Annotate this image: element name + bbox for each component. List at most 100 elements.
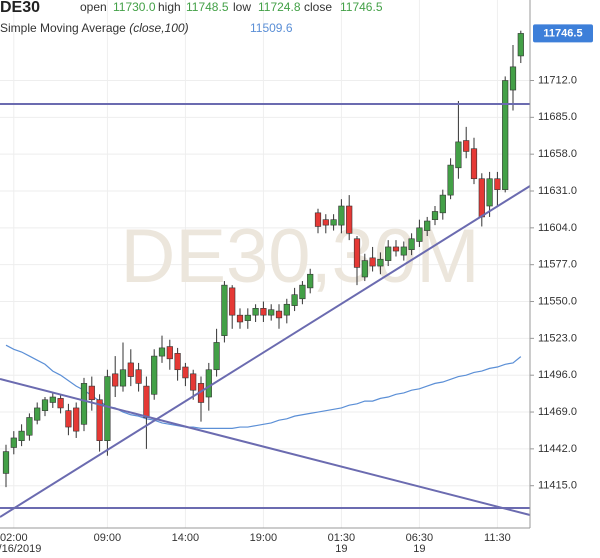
candle-body xyxy=(478,178,485,218)
candle-body xyxy=(455,141,462,169)
candle-body xyxy=(236,314,244,323)
x-tick-label: 06:30 xyxy=(406,532,434,544)
candle-body xyxy=(221,284,228,336)
indicator-value: 11509.6 xyxy=(250,21,293,35)
y-tick-label: 11442.0 xyxy=(538,443,577,455)
candle-body xyxy=(182,366,189,379)
candle-body xyxy=(104,376,111,441)
x-tick-label: 02:00 xyxy=(0,532,28,544)
indicator-params: (close,100) xyxy=(129,21,188,35)
candle-body xyxy=(143,385,150,418)
candle-body xyxy=(431,211,439,220)
legend-label: close xyxy=(304,0,332,14)
candle-body xyxy=(65,410,72,428)
candle-body xyxy=(470,148,478,180)
candle-body xyxy=(361,260,368,278)
candle-body xyxy=(190,373,197,391)
candle-body xyxy=(135,369,142,384)
candle-body xyxy=(494,178,501,190)
candle-body xyxy=(229,287,236,316)
x-tick-label: 19:00 xyxy=(250,532,278,544)
indicator-title: Simple Moving Average xyxy=(0,21,126,35)
last-price-box xyxy=(533,24,593,43)
candle-body xyxy=(330,219,337,226)
y-tick-label: 11658.0 xyxy=(538,148,577,160)
symbol: DE30 xyxy=(0,0,40,16)
candle-body xyxy=(41,399,49,411)
legend-value: 11730.0 xyxy=(113,0,156,14)
candle-body xyxy=(369,257,376,267)
candle-body xyxy=(18,430,25,441)
candle-body xyxy=(119,369,127,387)
ohlc-legend: open 11730.0 high 11748.5 low 11724.8 close 117… xyxy=(80,0,383,14)
candle-body xyxy=(299,284,306,300)
candle-body xyxy=(260,308,267,316)
candle-body xyxy=(268,309,275,316)
y-tick-label: 11631.0 xyxy=(538,185,577,197)
candle-body xyxy=(463,140,470,152)
indicator-name: Simple Moving Average (close,100) xyxy=(0,21,189,35)
candle-body xyxy=(80,383,88,425)
y-tick-label: 11415.0 xyxy=(538,480,577,492)
candle-body xyxy=(447,164,454,196)
candle-body xyxy=(517,33,524,57)
legend-label: high xyxy=(158,0,181,14)
legend-label: open xyxy=(80,0,107,14)
candle-body xyxy=(400,246,407,256)
candle-body xyxy=(314,212,322,227)
candle-body xyxy=(346,205,353,234)
candle-body xyxy=(96,399,103,441)
candle-body xyxy=(377,258,384,267)
candle-body xyxy=(408,238,415,250)
candle-body xyxy=(10,437,17,448)
candle-body xyxy=(416,227,423,242)
candle-body xyxy=(2,451,10,474)
candle-body xyxy=(244,314,251,321)
candle-body xyxy=(174,353,181,371)
candle-body xyxy=(392,246,400,252)
y-tick-label: 11604.0 xyxy=(538,222,577,234)
candle-body xyxy=(338,205,345,226)
legend-value: 11746.5 xyxy=(340,0,383,14)
y-tick-label: 11496.0 xyxy=(538,369,577,381)
candle-body xyxy=(509,66,517,91)
y-tick-label: 11712.0 xyxy=(538,74,577,86)
candle-body xyxy=(385,246,392,261)
candle-body xyxy=(151,355,158,395)
candle-body xyxy=(88,385,95,401)
candle-body xyxy=(424,220,431,231)
candle-body xyxy=(127,362,134,377)
x-tick-label: 01:30 xyxy=(328,532,356,544)
candle-body xyxy=(166,346,173,360)
candle-body xyxy=(283,303,290,316)
x-date-label: 19 xyxy=(335,543,347,555)
legend-label: low xyxy=(233,0,251,14)
candle-body xyxy=(26,417,33,436)
y-tick-label: 11550.0 xyxy=(538,295,577,307)
candle-body xyxy=(213,342,220,371)
y-tick-label: 11577.0 xyxy=(538,259,577,271)
last-price-label: 11746.5 xyxy=(543,27,582,39)
x-tick-label: 09:00 xyxy=(94,532,122,544)
candle-body xyxy=(252,308,259,316)
candle-body xyxy=(291,294,298,306)
candle-body xyxy=(353,238,361,268)
x-date-label: 19 xyxy=(413,543,425,555)
candle-body xyxy=(322,219,329,226)
legend-value: 11748.5 xyxy=(186,0,229,14)
x-tick-label: 11:30 xyxy=(484,532,511,544)
y-tick-label: 11685.0 xyxy=(538,111,577,123)
y-tick-label: 11469.0 xyxy=(538,406,577,418)
candle-body xyxy=(57,398,64,409)
x-date-label: 08/16/2019 xyxy=(0,543,41,555)
candle-body xyxy=(307,273,314,289)
x-tick-label: 14:00 xyxy=(172,532,200,544)
candle-body xyxy=(49,396,56,403)
candle-body xyxy=(502,80,509,190)
candle-body xyxy=(112,373,119,387)
candle-body xyxy=(275,310,283,319)
candle-body xyxy=(34,407,41,421)
plot-marks xyxy=(2,30,524,488)
candle-body xyxy=(205,369,212,398)
